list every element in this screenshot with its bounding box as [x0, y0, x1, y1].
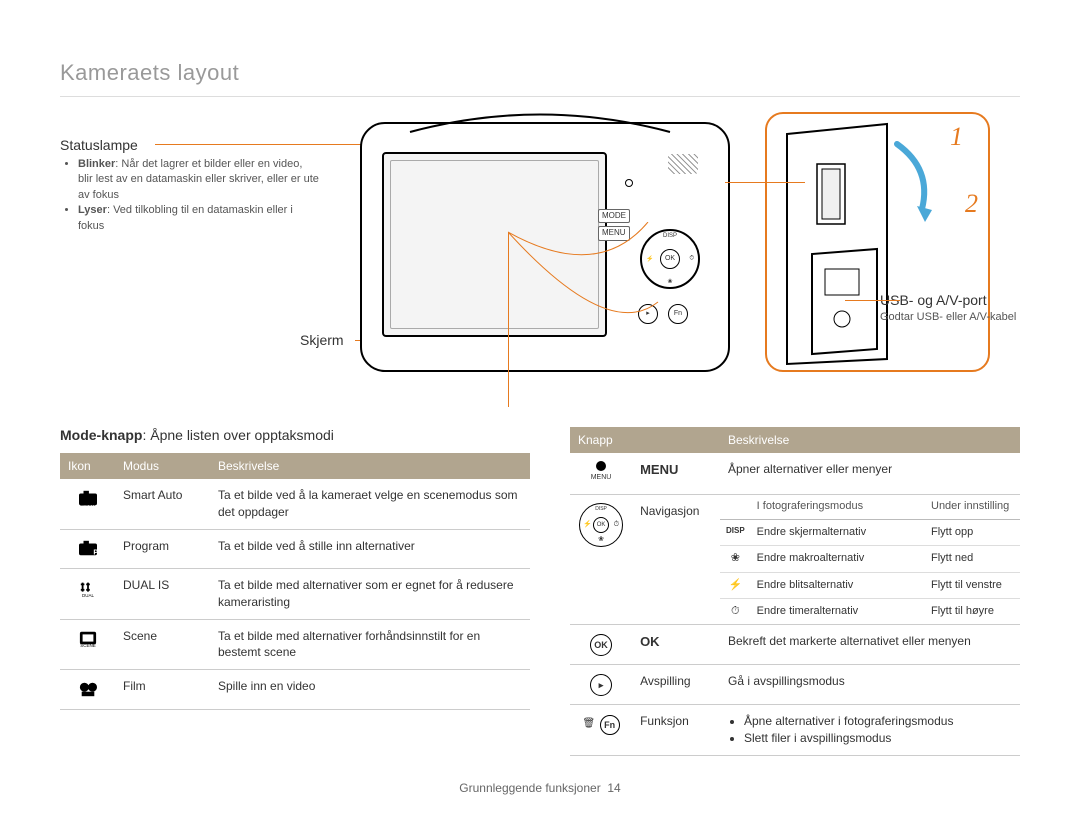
mode-table-section: Mode-knapp: Åpne listen over opptaksmodi…: [60, 427, 530, 756]
callout-usb: USB- og A/V-port Godtar USB- eller A/V-k…: [880, 292, 1030, 325]
leader-line: [725, 182, 805, 183]
leader-line: [155, 144, 385, 145]
status-led-dot: [625, 179, 633, 187]
speaker-grille: [668, 154, 698, 174]
menu-desc: Åpner alternativer eller menyer: [720, 453, 1020, 495]
table-row: P Program Ta et bilde ved å stille inn a…: [60, 529, 530, 568]
mode-name: DUAL IS: [115, 568, 210, 619]
svg-text:P: P: [93, 548, 98, 557]
mode-table-caption: Mode-knapp: Åpne listen over opptaksmodi: [60, 427, 530, 443]
svg-text:SMART: SMART: [80, 502, 96, 507]
page-footer: Grunnleggende funksjoner 14: [0, 781, 1080, 795]
nested-cell: Endre timeralternativ: [751, 598, 925, 624]
film-icon: [77, 680, 99, 698]
table-row: OK OK Bekreft det markerte alternativet …: [570, 625, 1020, 665]
th-icon: Ikon: [60, 453, 115, 479]
camera-top-curve: [400, 107, 680, 137]
divider: [60, 96, 1020, 97]
table-row: ▸ Avspilling Gå i avspillingsmodus: [570, 665, 1020, 705]
diagram-area: Statuslampe Blinker: Når det lagrer et b…: [60, 112, 1020, 422]
mode-name: Program: [115, 529, 210, 568]
fn-label: Funksjon: [632, 705, 720, 756]
menu-sub-label: MENU: [591, 473, 612, 483]
table-row: DUAL DUAL IS Ta et bilde med alternative…: [60, 568, 530, 619]
callout-status-title: Statuslampe: [60, 137, 320, 153]
status-bullet-2: Lyser: Ved tilkobling til en datamaskin …: [78, 203, 320, 234]
mode-name: Film: [115, 670, 210, 709]
mode-name: Smart Auto: [115, 479, 210, 529]
callout-usb-sub: Godtar USB- eller A/V-kabel: [880, 310, 1030, 325]
ok-desc: Bekreft det markerte alternativet eller …: [720, 625, 1020, 665]
svg-text:SCENE: SCENE: [80, 643, 96, 647]
inset-port-detail: 1 2: [765, 112, 990, 372]
macro-icon: ❀: [720, 546, 751, 572]
flash-icon: ⚡: [720, 572, 751, 598]
th-mode: Modus: [115, 453, 210, 479]
table-row: Film Spille inn en video: [60, 670, 530, 709]
ok-label: OK: [632, 625, 720, 665]
nested-cell: Endre blitsalternativ: [751, 572, 925, 598]
nested-h2: Under innstilling: [925, 495, 1020, 519]
nested-h1: I fotograferingsmodus: [751, 495, 925, 519]
nested-cell: Flytt opp: [925, 519, 1020, 545]
trash-icon: 🗑: [582, 718, 595, 729]
fn-bullet-1: Åpne alternativer i fotograferingsmodus: [744, 713, 1012, 730]
nav-dpad-icon: DISP ⚡ ⏱ ❀: [579, 503, 623, 547]
table-row: 🗑 Fn Funksjon Åpne alternativer i fotogr…: [570, 705, 1020, 756]
mode-desc: Ta et bilde ved å stille inn alternative…: [210, 529, 530, 568]
nested-cell: Endre makroalternativ: [751, 546, 925, 572]
button-table: Knapp Beskrivelse MENU MENU Åpner a: [570, 427, 1020, 756]
mode-desc: Ta et bilde med alternativer forhåndsinn…: [210, 619, 530, 670]
fn-icon: Fn: [600, 715, 620, 735]
fn-btn-illustration: Fn: [668, 304, 688, 324]
th-desc2: Beskrivelse: [720, 427, 1020, 453]
ok-icon: OK: [590, 634, 612, 656]
callout-screen: Skjerm: [300, 332, 344, 348]
callout-usb-title: USB- og A/V-port: [880, 292, 1030, 308]
scene-icon: SCENE: [77, 629, 99, 647]
button-table-section: Knapp Beskrivelse MENU MENU Åpner a: [570, 427, 1020, 756]
svg-text:DUAL: DUAL: [81, 593, 94, 597]
dual-is-icon: DUAL: [77, 579, 99, 597]
play-desc: Gå i avspillingsmodus: [720, 665, 1020, 705]
timer-icon: ⏱: [720, 598, 751, 624]
nested-cell: Flytt ned: [925, 546, 1020, 572]
leader-curve: [508, 222, 668, 422]
callout-screen-title: Skjerm: [300, 332, 344, 348]
nested-cell: Endre skjermalternativ: [751, 519, 925, 545]
disp-icon: DISP: [720, 519, 751, 545]
mode-table: Ikon Modus Beskrivelse SMART Smart Auto …: [60, 453, 530, 710]
table-row: SCENE Scene Ta et bilde med alternativer…: [60, 619, 530, 670]
smart-auto-icon: SMART: [77, 489, 99, 507]
page-title: Kameraets layout: [60, 60, 1020, 86]
table-row: SMART Smart Auto Ta et bilde ved å la ka…: [60, 479, 530, 529]
fn-bullet-2: Slett filer i avspillingsmodus: [744, 730, 1012, 747]
mode-desc: Ta et bilde med alternativer som er egne…: [210, 568, 530, 619]
callout-status-lamp: Statuslampe Blinker: Når det lagrer et b…: [60, 137, 320, 234]
menu-label: MENU: [632, 453, 720, 495]
program-icon: P: [77, 539, 99, 557]
mode-desc: Spille inn en video: [210, 670, 530, 709]
nested-cell: Flytt til venstre: [925, 572, 1020, 598]
play-icon: ▸: [590, 674, 612, 696]
mode-name: Scene: [115, 619, 210, 670]
table-row: MENU MENU Åpner alternativer eller menye…: [570, 453, 1020, 495]
mode-desc: Ta et bilde ved å la kameraet velge en s…: [210, 479, 530, 529]
table-row: DISP ⚡ ⏱ ❀ Navigasjon I fotogr: [570, 495, 1020, 625]
th-desc: Beskrivelse: [210, 453, 530, 479]
nested-cell: Flytt til høyre: [925, 598, 1020, 624]
th-btn: Knapp: [570, 427, 720, 453]
nav-label: Navigasjon: [632, 495, 720, 625]
leader-line: [845, 300, 900, 301]
play-label: Avspilling: [632, 665, 720, 705]
status-bullet-1: Blinker: Når det lagrer et bilder eller …: [78, 157, 320, 203]
nav-nested-table: I fotograferingsmodus Under innstilling …: [720, 495, 1020, 624]
